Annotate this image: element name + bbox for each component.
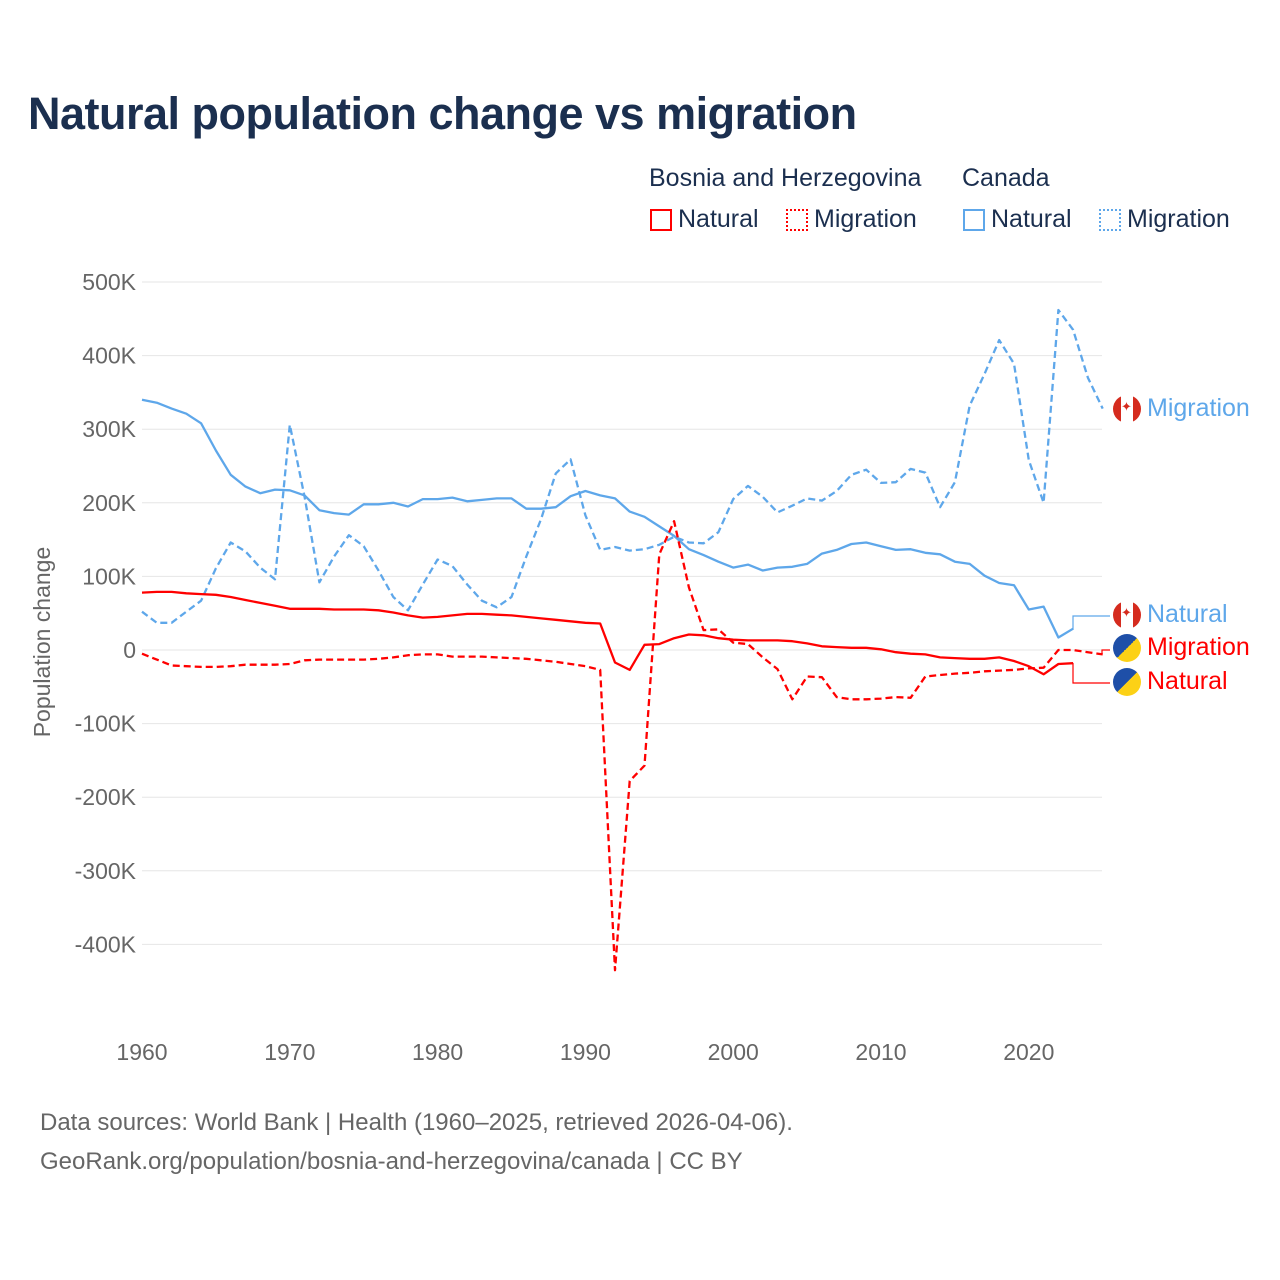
y-tick-label: 300K (82, 416, 136, 442)
end-label-ba-natural: Natural (1113, 667, 1228, 696)
y-tick-label: -300K (75, 858, 137, 884)
legend-swatch-dotted-red (786, 208, 808, 231)
canada-flag-icon (1113, 394, 1141, 423)
x-tick-label: 1990 (560, 1039, 611, 1065)
footer-link[interactable]: GeoRank.org/population/bosnia-and-herzeg… (40, 1148, 743, 1175)
legend-group-canada: Canada (962, 164, 1050, 192)
footer-sources: Data sources: World Bank | Health (1960–… (40, 1109, 793, 1136)
legend-canada-natural[interactable]: Natural (963, 205, 1072, 234)
end-label-text: Migration (1147, 394, 1250, 422)
legend-canada-migration[interactable]: Migration (1099, 205, 1230, 234)
legend-swatch-dotted-blue (1099, 208, 1121, 231)
legend-bosnia-migration[interactable]: Migration (786, 205, 917, 234)
x-tick-label: 1960 (116, 1039, 167, 1065)
legend-swatch-solid-red (650, 208, 672, 231)
y-tick-label: -200K (75, 784, 137, 810)
end-label-text: Migration (1147, 633, 1250, 661)
end-label-text: Natural (1147, 600, 1228, 628)
y-tick-label: 500K (82, 269, 136, 295)
x-tick-label: 1970 (264, 1039, 315, 1065)
series-line-canada-natural (141, 398, 1074, 639)
end-label-ca-natural: Natural (1113, 600, 1228, 629)
legend-label: Natural (991, 205, 1072, 233)
connector-ca-natural (1072, 615, 1110, 630)
x-tick-label: 2000 (708, 1039, 759, 1065)
y-axis-label: Population change (29, 547, 55, 738)
chart-title: Natural population change vs migration (28, 88, 857, 139)
legend-label: Migration (814, 205, 917, 233)
series-line-canada-migration (141, 308, 1104, 624)
y-tick-label: 200K (82, 490, 136, 516)
bosnia-flag-icon (1113, 633, 1141, 662)
end-label-ba-migration: Migration (1113, 633, 1250, 662)
series-line-bosnia-and-herzegovina-natural (141, 590, 1074, 676)
y-tick-label: 400K (82, 343, 136, 369)
y-tick-label: -400K (75, 931, 137, 957)
bosnia-flag-icon (1113, 667, 1141, 696)
legend-bosnia-natural[interactable]: Natural (650, 205, 759, 234)
legend-label: Natural (678, 205, 759, 233)
legend-swatch-solid-blue (963, 208, 985, 231)
end-label-text: Natural (1147, 667, 1228, 695)
connector-ba-migration (1101, 649, 1110, 654)
series-line-bosnia-and-herzegovina-migration (141, 520, 1103, 972)
y-tick-label: 0 (123, 637, 136, 663)
end-label-ca-migration: Migration (1113, 394, 1250, 423)
y-tick-label: -100K (75, 711, 137, 737)
x-tick-label: 2020 (1003, 1039, 1054, 1065)
y-tick-label: 100K (82, 563, 136, 589)
legend-group-bosnia: Bosnia and Herzegovina (649, 164, 922, 192)
x-tick-label: 2010 (855, 1039, 906, 1065)
connector-ba-natural (1072, 663, 1110, 684)
legend-label: Migration (1127, 205, 1230, 233)
canada-flag-icon (1113, 600, 1141, 629)
x-tick-label: 1980 (412, 1039, 463, 1065)
